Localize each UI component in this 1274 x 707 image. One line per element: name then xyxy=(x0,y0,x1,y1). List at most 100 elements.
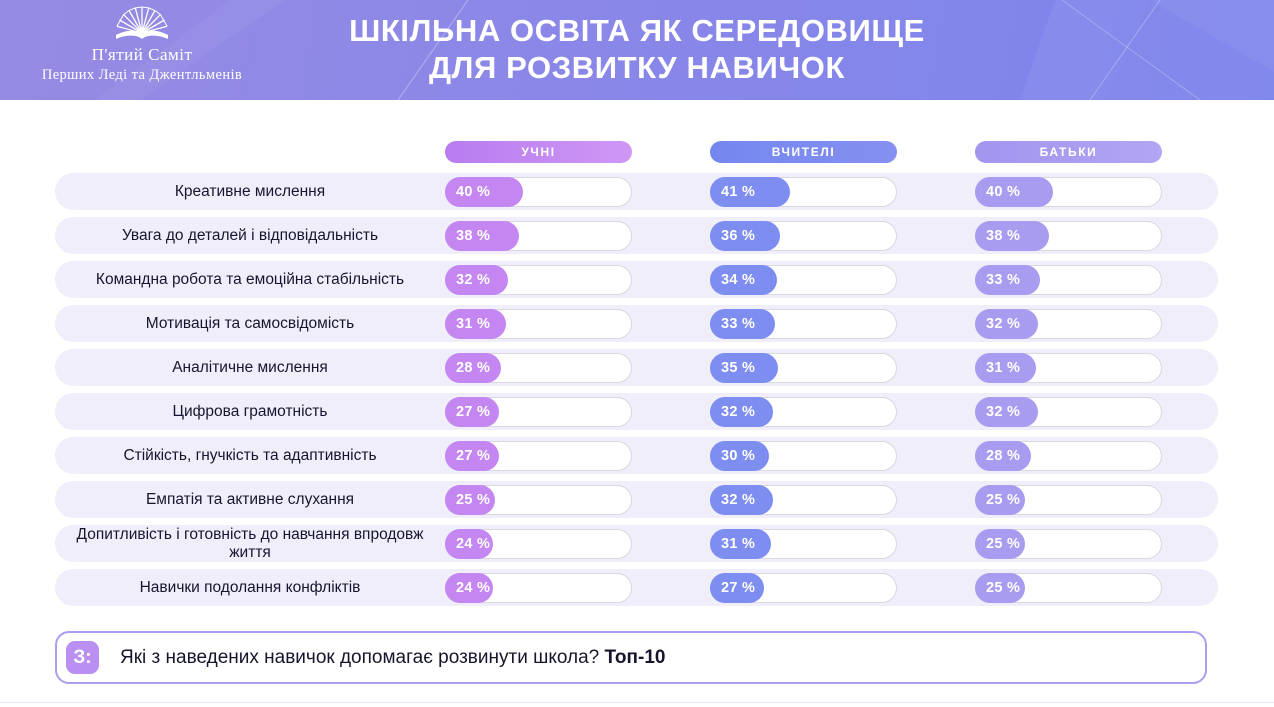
question-text-highlight: Топ-10 xyxy=(604,646,666,668)
skill-label: Навички подолання конфліктів xyxy=(139,578,361,596)
page-title-line1: ШКІЛЬНА ОСВІТА ЯК СЕРЕДОВИЩЕ xyxy=(349,13,925,48)
summit-logo-icon xyxy=(116,6,168,39)
bar-fill-teachers: 34 % xyxy=(710,264,777,295)
bar-students: 28 % xyxy=(445,352,632,383)
table-row: Цифрова грамотність 27 % 32 % 32 % xyxy=(55,393,1218,430)
skill-label: Цифрова грамотність xyxy=(172,402,328,420)
bar-fill-teachers: 32 % xyxy=(710,396,773,427)
bar-fill-parents: 28 % xyxy=(975,440,1031,471)
bar-value-teachers: 35 % xyxy=(721,359,756,376)
question-text: Які з наведених навичок допомагає розвин… xyxy=(120,647,665,669)
bar-value-students: 24 % xyxy=(456,579,491,596)
legend-row: УЧНІ ВЧИТЕЛІ БАТЬКИ xyxy=(55,141,1218,163)
bar-fill-students: 27 % xyxy=(445,440,499,471)
bar-value-teachers: 41 % xyxy=(721,183,756,200)
bar-value-students: 40 % xyxy=(456,183,491,200)
skill-label: Емпатія та активне слухання xyxy=(145,490,355,508)
bar-fill-parents: 33 % xyxy=(975,264,1040,295)
bar-value-parents: 31 % xyxy=(986,359,1021,376)
table-row: Командна робота та емоційна стабільність… xyxy=(55,261,1218,298)
chart-rows: Креативне мислення 40 % 41 % 40 % Увага … xyxy=(55,173,1218,606)
bar-teachers: 32 % xyxy=(710,396,897,427)
legend-pill-students: УЧНІ xyxy=(445,141,632,163)
question-text-main: Які з наведених навичок допомагає розвин… xyxy=(120,646,600,668)
bar-fill-parents: 40 % xyxy=(975,176,1053,207)
bar-fill-parents: 25 % xyxy=(975,572,1025,603)
bar-fill-teachers: 35 % xyxy=(710,352,779,383)
bar-value-parents: 32 % xyxy=(986,403,1021,420)
bar-fill-parents: 32 % xyxy=(975,308,1038,339)
bar-fill-parents: 31 % xyxy=(975,352,1037,383)
bar-value-parents: 33 % xyxy=(986,271,1021,288)
bar-value-students: 31 % xyxy=(456,315,491,332)
bar-value-parents: 40 % xyxy=(986,183,1021,200)
bar-value-teachers: 32 % xyxy=(721,491,756,508)
question-badge: З: xyxy=(66,641,99,674)
bar-fill-teachers: 36 % xyxy=(710,220,781,251)
bar-students: 40 % xyxy=(445,176,632,207)
skill-label: Допитливість і готовність до навчання вп… xyxy=(76,526,424,561)
bar-fill-students: 28 % xyxy=(445,352,501,383)
bar-value-students: 24 % xyxy=(456,535,491,552)
legend-pill-teachers: ВЧИТЕЛІ xyxy=(710,141,897,163)
logo-text-line1: П'ятий Саміт xyxy=(91,45,193,64)
bar-fill-teachers: 33 % xyxy=(710,308,775,339)
bar-parents: 32 % xyxy=(975,396,1162,427)
bar-value-teachers: 36 % xyxy=(721,227,756,244)
bar-parents: 25 % xyxy=(975,572,1162,603)
bar-value-teachers: 27 % xyxy=(721,579,756,596)
bar-value-teachers: 30 % xyxy=(721,447,756,464)
bar-teachers: 36 % xyxy=(710,220,897,251)
bar-parents: 25 % xyxy=(975,528,1162,559)
table-row: Навички подолання конфліктів 24 % 27 % 2… xyxy=(55,569,1218,606)
bar-fill-students: 24 % xyxy=(445,572,494,603)
bar-value-teachers: 34 % xyxy=(721,271,756,288)
table-row: Увага до деталей і відповідальність 38 %… xyxy=(55,217,1218,254)
page-title-line2: ДЛЯ РОЗВИТКУ НАВИЧОК xyxy=(429,49,845,85)
table-row: Мотивація та самосвідомість 31 % 33 % 32… xyxy=(55,305,1218,342)
bar-value-students: 32 % xyxy=(456,271,491,288)
bar-teachers: 34 % xyxy=(710,264,897,295)
table-row: Стійкість, гнучкість та адаптивність 27 … xyxy=(55,437,1218,474)
bar-fill-teachers: 41 % xyxy=(710,176,790,207)
bar-students: 27 % xyxy=(445,440,632,471)
bar-teachers: 35 % xyxy=(710,352,897,383)
bar-value-students: 28 % xyxy=(456,359,491,376)
legend-label-teachers: ВЧИТЕЛІ xyxy=(771,145,836,159)
legend-label-parents: БАТЬКИ xyxy=(1039,145,1098,159)
bar-value-parents: 25 % xyxy=(986,579,1021,596)
bar-teachers: 32 % xyxy=(710,484,897,515)
bar-value-students: 25 % xyxy=(456,491,491,508)
bar-value-parents: 25 % xyxy=(986,535,1021,552)
table-row: Креативне мислення 40 % 41 % 40 % xyxy=(55,173,1218,210)
summit-logo: П'ятий Саміт Перших Леді та Джентльменів xyxy=(8,3,276,84)
bar-parents: 25 % xyxy=(975,484,1162,515)
bar-students: 32 % xyxy=(445,264,632,295)
bar-students: 27 % xyxy=(445,396,632,427)
skill-label: Увага до деталей і відповідальність xyxy=(121,226,379,244)
bar-students: 25 % xyxy=(445,484,632,515)
bar-parents: 38 % xyxy=(975,220,1162,251)
bar-fill-teachers: 30 % xyxy=(710,440,770,471)
legend-label-students: УЧНІ xyxy=(521,145,556,159)
bar-teachers: 27 % xyxy=(710,572,897,603)
bar-students: 24 % xyxy=(445,528,632,559)
bar-fill-students: 24 % xyxy=(445,528,494,559)
bar-fill-parents: 25 % xyxy=(975,484,1025,515)
bar-value-teachers: 33 % xyxy=(721,315,756,332)
bar-students: 38 % xyxy=(445,220,632,251)
skill-label: Аналітичне мислення xyxy=(172,358,328,376)
bar-fill-students: 27 % xyxy=(445,396,499,427)
skills-bar-chart: УЧНІ ВЧИТЕЛІ БАТЬКИ Креативне мислення 4… xyxy=(55,141,1218,606)
bar-value-parents: 28 % xyxy=(986,447,1021,464)
skill-label: Креативне мислення xyxy=(174,182,326,200)
bottom-divider xyxy=(0,702,1274,703)
bar-value-students: 27 % xyxy=(456,447,491,464)
table-row: Аналітичне мислення 28 % 35 % 31 % xyxy=(55,349,1218,386)
page-title: ШКІЛЬНА ОСВІТА ЯК СЕРЕДОВИЩЕ ДЛЯ РОЗВИТК… xyxy=(0,13,1274,86)
bar-parents: 32 % xyxy=(975,308,1162,339)
bar-value-students: 38 % xyxy=(456,227,491,244)
logo-text-line2: Перших Леді та Джентльменів xyxy=(41,67,243,83)
table-row: Емпатія та активне слухання 25 % 32 % 25… xyxy=(55,481,1218,518)
legend-pill-parents: БАТЬКИ xyxy=(975,141,1162,163)
